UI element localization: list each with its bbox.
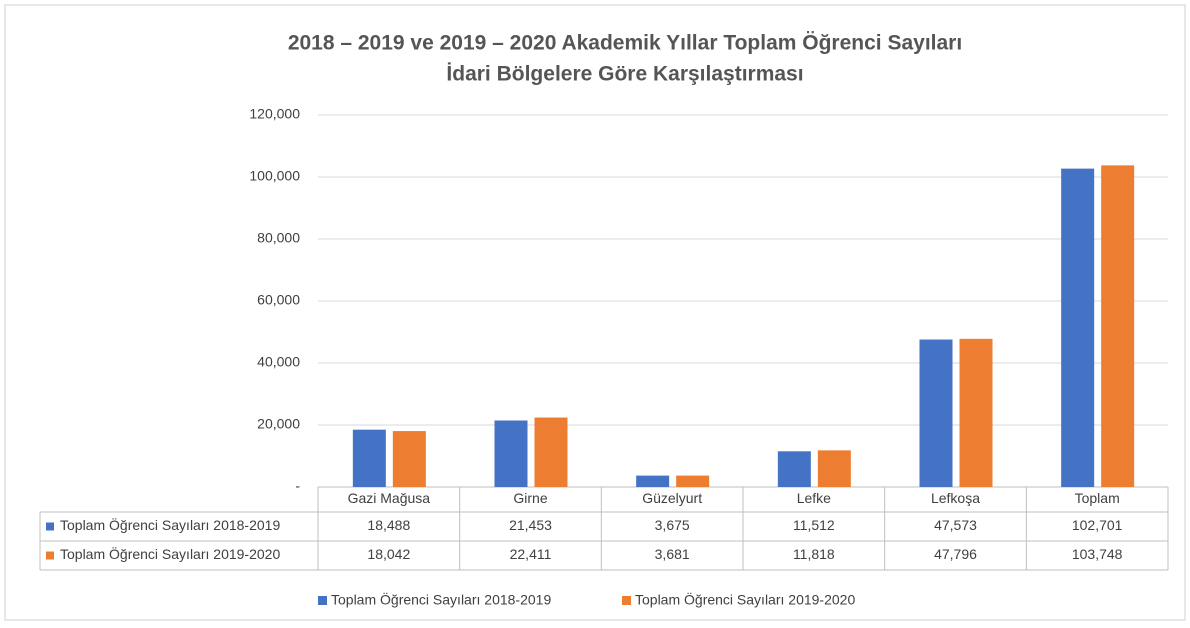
table-legend-key [46, 551, 54, 560]
chart-subtitle: İdari Bölgelere Göre Karşılaştırması [446, 63, 803, 86]
bar [777, 451, 811, 487]
y-tick-label: 100,000 [249, 168, 300, 184]
bar [1061, 168, 1095, 488]
bar [534, 417, 568, 487]
table-value: 18,042 [367, 546, 410, 562]
table-value: 11,512 [793, 517, 835, 533]
bar [919, 339, 953, 487]
y-tick-label: 120,000 [249, 106, 300, 122]
table-value: 11,818 [793, 546, 835, 562]
table-series-name: Toplam Öğrenci Sayıları 2019-2020 [60, 545, 280, 562]
legend-label: Toplam Öğrenci Sayıları 2018-2019 [331, 591, 551, 608]
bar [817, 450, 851, 487]
y-tick-label: 80,000 [257, 230, 300, 246]
bar [676, 475, 710, 487]
table-value: 47,796 [934, 546, 977, 562]
bar [352, 429, 386, 487]
table-value: 103,748 [1072, 546, 1123, 562]
y-tick-label: 20,000 [257, 416, 300, 432]
x-tick-label: Girne [513, 490, 547, 506]
y-tick-label: - [295, 478, 300, 494]
x-tick-label: Gazi Mağusa [348, 490, 431, 506]
table-value: 102,701 [1072, 517, 1123, 533]
x-tick-label: Güzelyurt [642, 490, 702, 506]
x-tick-label: Toplam [1075, 490, 1120, 506]
y-tick-label: 40,000 [257, 354, 300, 370]
bar [392, 431, 426, 487]
bar [636, 475, 670, 487]
table-legend-key [46, 522, 54, 531]
table-value: 22,411 [510, 546, 552, 562]
x-tick-label: Lefkoşa [931, 490, 980, 506]
table-series-name: Toplam Öğrenci Sayıları 2018-2019 [60, 516, 280, 533]
chart-title: 2018 – 2019 ve 2019 – 2020 Akademik Yıll… [288, 32, 962, 55]
table-value: 3,681 [655, 546, 690, 562]
legend-key [318, 596, 327, 605]
y-tick-label: 60,000 [257, 292, 300, 308]
chart-frame [4, 4, 1186, 621]
table-value: 3,675 [655, 517, 690, 533]
bar [1101, 165, 1135, 487]
legend-label: Toplam Öğrenci Sayıları 2019-2020 [635, 591, 855, 608]
bar [959, 338, 993, 487]
bar [494, 420, 528, 487]
table-value: 21,453 [509, 517, 552, 533]
table-value: 18,488 [367, 517, 410, 533]
legend-key [622, 596, 631, 605]
x-tick-label: Lefke [797, 490, 831, 506]
table-value: 47,573 [934, 517, 977, 533]
